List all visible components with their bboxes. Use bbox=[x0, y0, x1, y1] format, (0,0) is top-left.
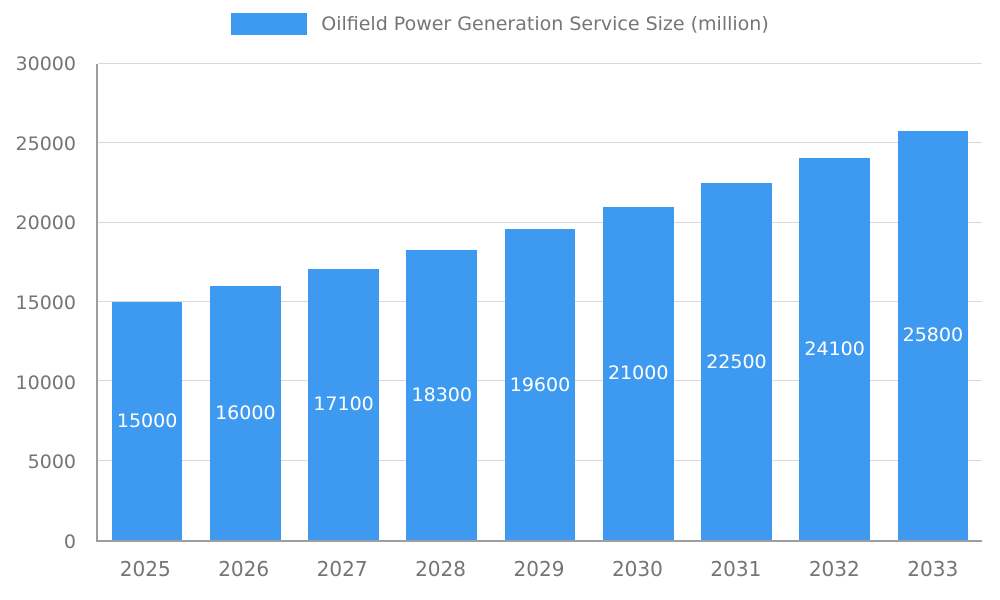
bar-slot: 17100 bbox=[294, 64, 392, 540]
bar-slot: 16000 bbox=[196, 64, 294, 540]
bar-slot: 25800 bbox=[884, 64, 982, 540]
x-tick-label: 2026 bbox=[218, 557, 270, 581]
bar-value-label: 22500 bbox=[706, 350, 767, 373]
y-tick-label: 30000 bbox=[15, 53, 76, 75]
chart-legend[interactable]: Oilfield Power Generation Service Size (… bbox=[0, 13, 1000, 35]
x-tick-label: 2028 bbox=[415, 557, 466, 581]
bar-value-label: 16000 bbox=[215, 402, 276, 425]
x-tick-label: 2032 bbox=[808, 557, 860, 581]
bar-value-label: 18300 bbox=[411, 383, 472, 406]
x-tick-label: 2031 bbox=[710, 557, 762, 581]
bar-2027: 17100 bbox=[308, 268, 379, 540]
bar-2029: 19600 bbox=[504, 229, 576, 540]
x-tick-label: 2025 bbox=[119, 557, 171, 581]
bar-2026: 16000 bbox=[209, 286, 281, 540]
legend-label: Oilfield Power Generation Service Size (… bbox=[321, 13, 769, 35]
bar-2030: 21000 bbox=[602, 206, 674, 540]
gridline bbox=[98, 221, 982, 223]
bar-value-label: 21000 bbox=[607, 362, 669, 385]
bar-2028: 18300 bbox=[406, 249, 478, 540]
bar-value-label: 25800 bbox=[902, 324, 964, 347]
bar-value-label: 24100 bbox=[804, 337, 865, 360]
legend-color-swatch bbox=[231, 13, 308, 35]
bar-slot: 15000 bbox=[98, 64, 196, 540]
x-tick-label: 2030 bbox=[611, 557, 663, 581]
y-tick-label: 20000 bbox=[15, 212, 76, 235]
y-tick-label: 5000 bbox=[27, 451, 76, 474]
plot-area: 15000 16000 17100 18300 19600 21000 22500 24100… bbox=[96, 63, 982, 542]
bar-value-label: 19600 bbox=[509, 373, 571, 396]
bar-slot: 18300 bbox=[393, 64, 491, 540]
bar-slot: 21000 bbox=[589, 64, 687, 540]
bar-2032: 24100 bbox=[799, 157, 870, 540]
y-tick-label: 15000 bbox=[15, 292, 76, 314]
y-tick-label: 0 bbox=[63, 531, 76, 553]
y-tick-label: 10000 bbox=[15, 371, 76, 394]
bar-2033: 25800 bbox=[897, 130, 969, 540]
gridline bbox=[98, 142, 982, 144]
x-tick-label: 2033 bbox=[907, 557, 959, 581]
bar-2031: 22500 bbox=[701, 183, 772, 540]
y-axis-tick-labels: 0 5000 10000 15000 20000 25000 30000 bbox=[0, 53, 88, 553]
gridline bbox=[98, 63, 982, 64]
bar-slot: 22500 bbox=[687, 64, 785, 540]
bars-container: 15000 16000 17100 18300 19600 21000 22500 24100… bbox=[98, 64, 982, 540]
x-tick-label: 2029 bbox=[513, 557, 565, 581]
bar-value-label: 17100 bbox=[313, 393, 374, 416]
bar-2025: 15000 bbox=[111, 302, 183, 540]
bar-value-label: 15000 bbox=[116, 410, 178, 432]
bar-slot: 24100 bbox=[786, 64, 884, 540]
y-tick-label: 25000 bbox=[15, 132, 76, 155]
x-axis-tick-labels: 2025 2026 2027 2028 2029 2030 2031 2032 2033 bbox=[96, 552, 982, 586]
x-tick-label: 2027 bbox=[316, 557, 368, 581]
bar-slot: 19600 bbox=[491, 64, 589, 540]
